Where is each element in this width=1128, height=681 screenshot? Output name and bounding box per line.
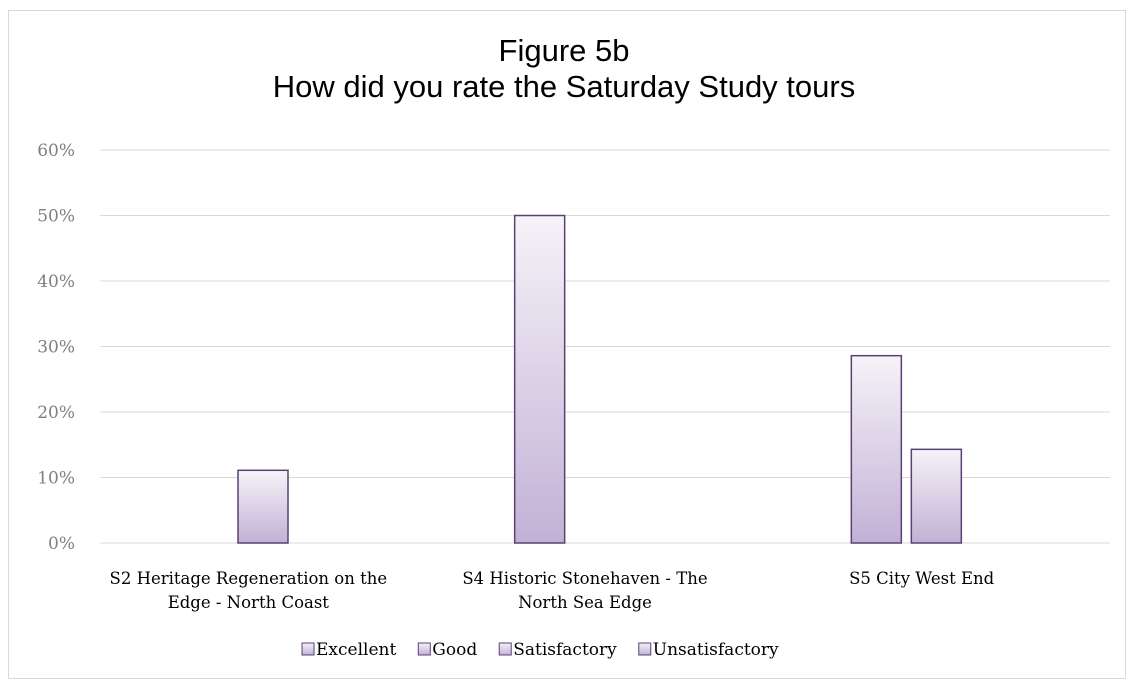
bar-good	[237, 469, 289, 544]
chart-subtitle: How did you rate the Saturday Study tour…	[272, 69, 856, 104]
category-label: S4 Historic Stonehaven - The	[462, 569, 707, 588]
y-tick-label: 10%	[37, 469, 75, 489]
bar-excellent	[513, 214, 566, 544]
chart-title: Figure 5b	[498, 33, 630, 68]
legend-label: Excellent	[316, 640, 396, 660]
legend-swatch	[498, 642, 512, 656]
y-axis-ticks: 0% 10% 20% 30% 40% 50% 60%	[37, 141, 75, 554]
chart-title-block: Figure 5b How did you rate the Saturday …	[0, 33, 1128, 105]
y-tick-label: 20%	[37, 403, 75, 423]
legend-swatch	[301, 642, 315, 656]
bars	[237, 214, 963, 544]
y-tick-label: 0%	[48, 534, 75, 554]
bar-excellent	[850, 354, 903, 544]
chart-frame	[8, 10, 1126, 679]
y-tick-label: 50%	[37, 207, 75, 227]
legend-label: Satisfactory	[513, 640, 617, 660]
x-axis-categories: S2 Heritage Regeneration on the Edge - No…	[110, 569, 995, 612]
legend-swatch	[417, 642, 431, 656]
bar-good	[910, 448, 963, 544]
category-label: Edge - North Coast	[168, 593, 330, 612]
legend-label: Good	[432, 640, 477, 660]
category-label: S2 Heritage Regeneration on the	[110, 569, 388, 588]
y-tick-label: 30%	[37, 338, 75, 358]
legend-label: Unsatisfactory	[653, 640, 779, 660]
y-tick-label: 40%	[37, 272, 75, 292]
y-tick-label: 60%	[37, 141, 75, 161]
legend: Excellent Good Satisfactory Unsatisfactory	[301, 640, 779, 660]
category-label: S5 City West End	[849, 569, 995, 588]
legend-swatch	[638, 642, 652, 656]
category-label: North Sea Edge	[518, 593, 652, 612]
